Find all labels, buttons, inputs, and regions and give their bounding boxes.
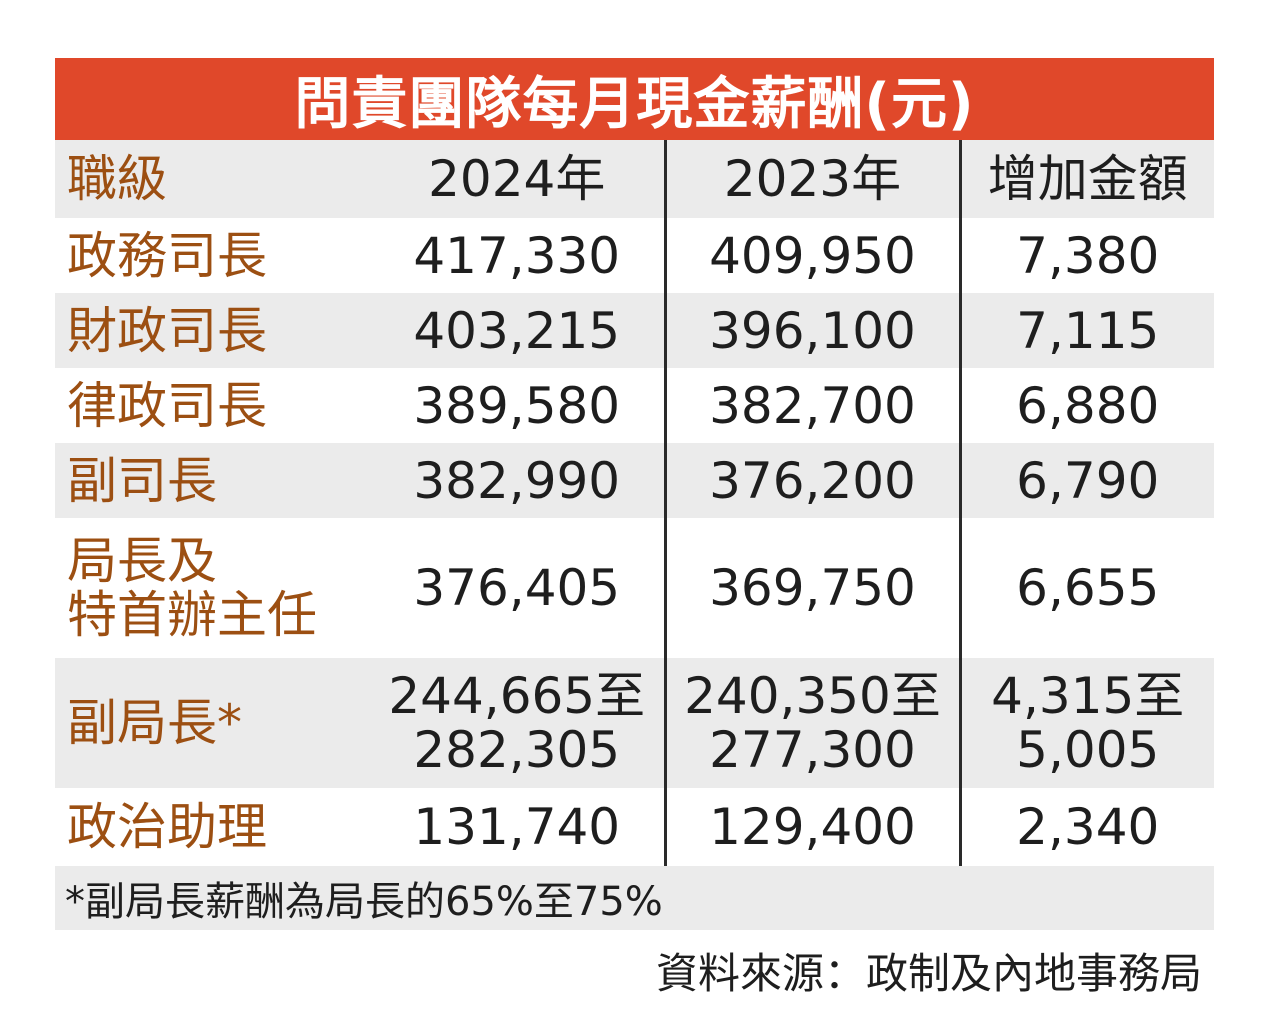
table-row: 局長及 特首辦主任 376,405 369,750 6,655: [55, 518, 1214, 658]
cell-2023-line1: 240,350至: [684, 667, 941, 725]
cell-2023-line2: 277,300: [709, 721, 916, 779]
header-2023: 2023年: [665, 140, 962, 218]
table-row: 律政司長 389,580 382,700 6,880: [55, 368, 1214, 443]
row-label: 局長及 特首辦主任: [55, 518, 370, 658]
row-label: 財政司長: [55, 293, 370, 368]
table-title: 問責團隊每月現金薪酬(元): [55, 58, 1214, 140]
cell-2024-line2: 282,305: [413, 721, 621, 779]
cell-increase: 7,380: [960, 218, 1214, 293]
table-row: 政治助理 131,740 129,400 2,340: [55, 788, 1214, 866]
cell-increase-line1: 4,315至: [991, 667, 1185, 725]
cell-increase: 2,340: [960, 788, 1214, 866]
source-note: 資料來源：政制及內地事務局: [655, 949, 1202, 998]
header-increase: 增加金額: [960, 140, 1214, 218]
table-row: 副局長* 244,665至 282,305 240,350至 277,300 4…: [55, 658, 1214, 788]
header-rank: 職級: [55, 140, 370, 218]
footnote: *副局長薪酬為局長的65%至75%: [55, 866, 1214, 930]
cell-2024: 131,740: [370, 788, 667, 866]
cell-2024: 376,405: [370, 518, 667, 658]
row-label: 副局長*: [55, 658, 370, 788]
cell-increase: 6,655: [960, 518, 1214, 658]
cell-increase: 6,880: [960, 368, 1214, 443]
cell-2024-line1: 244,665至: [388, 667, 646, 725]
cell-2023: 382,700: [665, 368, 962, 443]
salary-table-figure: 問責團隊每月現金薪酬(元) 職級 2024年 2023年 增加金額 政務司長 4…: [55, 58, 1214, 1001]
table-row: 副司長 382,990 376,200 6,790: [55, 443, 1214, 518]
cell-2024: 389,580: [370, 368, 667, 443]
cell-2023: 129,400: [665, 788, 962, 866]
cell-2023: 376,200: [665, 443, 962, 518]
header-row: 職級 2024年 2023年 增加金額: [55, 140, 1214, 218]
cell-2023: 369,750: [665, 518, 962, 658]
cell-increase: 6,790: [960, 443, 1214, 518]
salary-table: 職級 2024年 2023年 增加金額 政務司長 417,330 409,950…: [55, 140, 1214, 866]
cell-2024: 417,330: [370, 218, 667, 293]
row-label: 律政司長: [55, 368, 370, 443]
header-2024: 2024年: [370, 140, 667, 218]
cell-increase: 4,315至 5,005: [960, 658, 1214, 788]
cell-increase: 7,115: [960, 293, 1214, 368]
cell-2023: 396,100: [665, 293, 962, 368]
table-row: 政務司長 417,330 409,950 7,380: [55, 218, 1214, 293]
cell-2023: 409,950: [665, 218, 962, 293]
cell-2024: 244,665至 282,305: [370, 658, 667, 788]
cell-2024: 403,215: [370, 293, 667, 368]
row-label-line1: 局長及: [67, 532, 217, 590]
row-label: 政務司長: [55, 218, 370, 293]
cell-increase-line2: 5,005: [1016, 721, 1160, 779]
cell-2024: 382,990: [370, 443, 667, 518]
row-label: 副司長: [55, 443, 370, 518]
table-row: 財政司長 403,215 396,100 7,115: [55, 293, 1214, 368]
row-label: 政治助理: [55, 788, 370, 866]
cell-2023: 240,350至 277,300: [665, 658, 962, 788]
row-label-line2: 特首辦主任: [67, 586, 317, 644]
